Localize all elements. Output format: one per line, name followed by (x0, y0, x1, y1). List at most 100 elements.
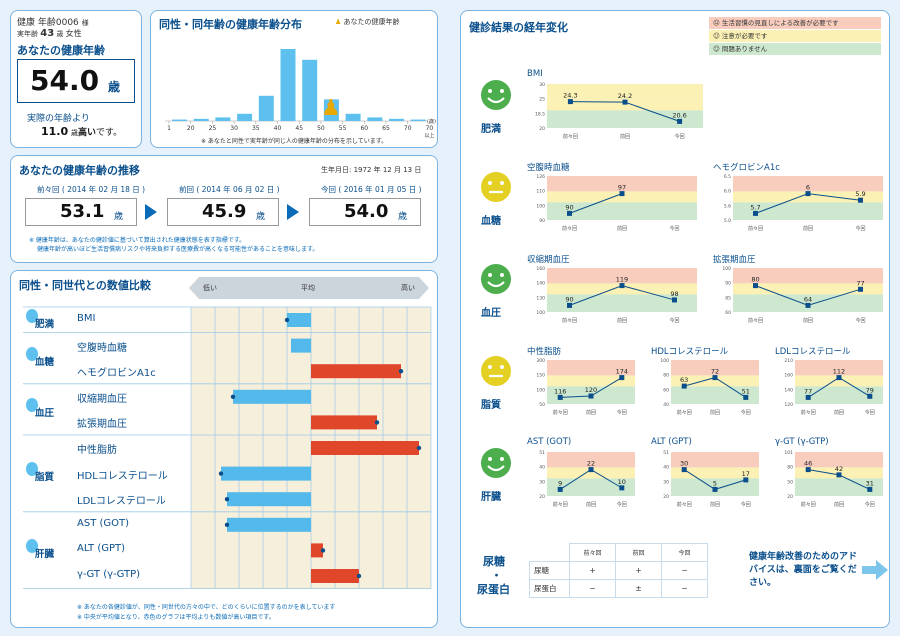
history-chart-card: 収縮期血圧 160 140 130 100 90 119 98 前々回 前回 今回 (521, 250, 701, 332)
advice-arrow-icon[interactable] (862, 560, 888, 580)
history-xlabel: 今回 (617, 409, 627, 416)
history-point (805, 467, 811, 473)
history-point (712, 375, 718, 381)
history-xlabel: 前回 (710, 409, 720, 416)
history-point (805, 302, 811, 308)
history-chart: 160 140 130 100 90 119 98 前々回 前回 今回 (536, 266, 697, 324)
distribution-tick: 25 (209, 125, 217, 132)
urine-cell: − (661, 579, 708, 598)
comparison-dot (320, 548, 326, 553)
distribution-bar (237, 113, 253, 121)
history-point (619, 485, 625, 491)
history-tick: 160 (784, 373, 793, 379)
history-xlabel: 前回 (617, 225, 627, 232)
distribution-tick: 50 (317, 125, 325, 132)
history-chart-title: 中性脂肪 (527, 347, 562, 357)
health-age-value: 54.0 (30, 64, 100, 97)
history-xlabel: 前回 (834, 501, 844, 508)
distribution-bar (258, 95, 274, 121)
history-point (858, 197, 863, 203)
history-title: 健診結果の経年変化 (469, 21, 568, 34)
age-diff-tail: です。 (96, 128, 123, 138)
group-label: 脂質 (35, 472, 55, 484)
history-tick: 85 (725, 295, 731, 301)
urine-cell: ± (615, 579, 662, 598)
history-chart: 100 80 60 40 63 72 51 前々回 前回 今回 (660, 358, 759, 416)
history-tick: 20 (663, 494, 669, 500)
category-label: 血糖 (481, 216, 501, 227)
history-value: 77 (804, 387, 812, 395)
history-xlabel: 前回 (710, 501, 720, 508)
history-chart-card: 空腹時血糖 126 110 100 90 90 97 前々回 前回 今回 (521, 158, 701, 240)
comparison-dot (218, 471, 224, 476)
history-chart-title: LDLコレステロール (775, 347, 851, 357)
urine-col: 前回 (615, 543, 662, 562)
history-chart-card: LDLコレステロール 210 160 140 120 77 112 79 前々回 前回 今回 (769, 342, 887, 424)
history-tick: 80 (663, 373, 669, 379)
comparison-note-2: ※ 中央が平均値となり、赤色のグラフは平均よりも数値が高い項目です。 (77, 614, 275, 621)
comparison-bar (227, 492, 311, 507)
age-diff-value: 11.0 (41, 125, 69, 138)
distribution-panel: 同性・同年齢の健康年齢分布 ♟ あなたの健康年齢 1 20 25 30 35 40 45 50… (150, 10, 438, 148)
trend-title: あなたの健康年齢の推移 (19, 164, 140, 177)
person-icon: ♟ (335, 18, 342, 26)
category-label: 血圧 (481, 308, 501, 319)
history-point (567, 210, 572, 216)
distribution-tick: 30 (230, 125, 238, 132)
history-value: 51 (742, 387, 750, 395)
history-chart-card: HDLコレステロール 100 80 60 40 63 72 51 前々回 前回 今回 (645, 342, 763, 424)
legend-icon-yellow: ☺ (713, 32, 720, 40)
history-point (681, 467, 687, 473)
comparison-bar (311, 569, 359, 583)
history-tick: 20 (539, 126, 545, 132)
metric-label: BMI (77, 313, 96, 324)
honorific: 様 (81, 19, 89, 27)
comparison-bar (311, 543, 323, 558)
distribution-bar (215, 117, 231, 121)
history-chart: 100 90 85 60 80 64 77 前々回 前回 今回 (722, 266, 883, 324)
age-diff-higher: 高い (78, 128, 97, 138)
history-tick: 110 (536, 189, 545, 195)
sex: 女性 (65, 29, 82, 38)
history-tick: 90 (539, 218, 545, 224)
metric-label: LDLコレステロール (77, 496, 166, 508)
history-point (867, 486, 873, 492)
legend-icon-red: ☹ (713, 19, 720, 27)
history-tick: 140 (536, 281, 545, 287)
history-tick: 5.6 (724, 203, 731, 209)
history-xlabel: 今回 (675, 133, 685, 140)
distribution-bar (280, 49, 296, 121)
history-point (588, 393, 594, 399)
history-chart-title: 空腹時血糖 (527, 163, 570, 173)
metric-label: γ-GT (γ-GTP) (77, 569, 141, 580)
face-icon-yellow (481, 172, 511, 202)
history-value: 5.7 (750, 203, 760, 211)
history-legend: ☹ 生活習慣の見直しによる改善が必要です ☺ 注意が必要です ☺ 問題ありません (709, 17, 881, 57)
distribution-tick: 55 (339, 125, 347, 132)
distribution-tick: 70 (426, 125, 434, 132)
history-point (622, 99, 628, 105)
comparison-panel: 同性・同世代との数値比較 低い 平均 高い 肥満 BMI 血糖 空腹時血糖 ヘモグロビン… (10, 270, 438, 628)
trend-label: 今回 ( 2016 年 01 月 05 日 ) (321, 185, 422, 194)
history-tick: 101 (784, 450, 793, 456)
distribution-bar (323, 99, 339, 121)
history-chart-title: γ-GT (γ-GTP) (775, 437, 829, 447)
comparison-bar (233, 389, 311, 404)
history-point (681, 383, 687, 389)
history-chart: 101 80 50 20 46 42 31 前々回 前回 今回 (784, 450, 883, 508)
history-value: 63 (680, 376, 688, 384)
trend-value: 53.1 (60, 201, 105, 222)
history-value: 24.2 (618, 92, 632, 100)
history-tick: 40 (663, 465, 669, 471)
legend-green: 問題ありません (721, 45, 768, 53)
urine-protein-label: 尿蛋白 (477, 583, 510, 596)
organ-icon (26, 347, 38, 362)
trend-label: 前々回 ( 2014 年 02 月 18 日 ) (37, 185, 146, 194)
history-point (557, 394, 563, 400)
comparison-dot (230, 394, 236, 399)
history-value: 17 (742, 470, 750, 478)
history-xlabel: 前々回 (562, 225, 577, 232)
history-chart: 51 40 30 20 30 5 17 前々回 前回 今回 (663, 450, 759, 508)
trend-unit: 歳 (256, 212, 266, 222)
history-xlabel: 今回 (669, 225, 679, 232)
